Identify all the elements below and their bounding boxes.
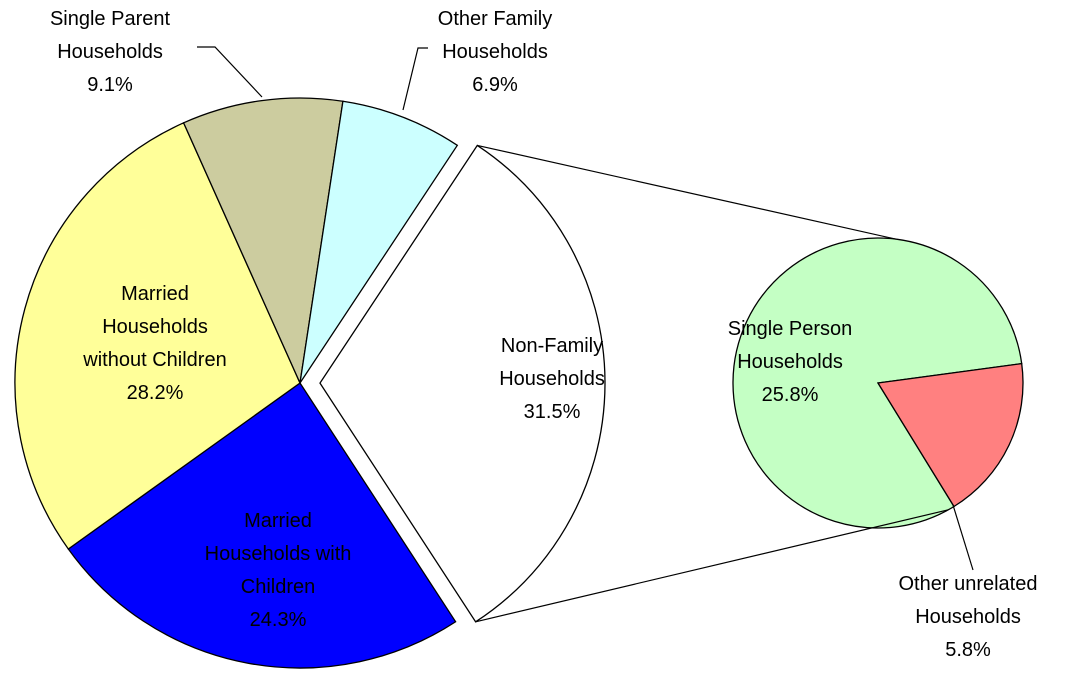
category-label: Non-Family Households (499, 335, 605, 390)
slice-label: Single Person Households 25.8% (720, 313, 860, 412)
pie-slice (14, 121, 301, 550)
leader-line (952, 504, 974, 571)
connector-line (475, 509, 949, 623)
category-label: Married Households without Children (83, 283, 227, 371)
value-label: 31.5% (523, 401, 581, 423)
leader-line (197, 46, 263, 98)
category-label: Other Family Households (437, 8, 553, 63)
slice-label: Other Family Households 6.9% (420, 3, 570, 102)
value-label: 28.2% (126, 382, 184, 404)
value-label: 6.9% (472, 74, 518, 96)
connector-line (477, 144, 896, 240)
category-label: Single Parent Households (49, 8, 171, 63)
slice-label: Other unrelated Households 5.8% (888, 568, 1048, 667)
value-label: 24.3% (249, 609, 307, 631)
slice-label: Non-Family Households 31.5% (487, 330, 617, 429)
category-label: Single Person Households (727, 318, 853, 373)
category-label: Married Households with Children (204, 510, 352, 598)
value-label: 5.8% (945, 639, 991, 661)
category-label: Other unrelated Households (898, 573, 1038, 628)
leader-line (402, 47, 428, 111)
slice-label: Married Households without Children 28.2% (70, 278, 240, 410)
value-label: 9.1% (87, 74, 133, 96)
pie-slice (299, 100, 459, 384)
pie-slice (876, 362, 1024, 508)
pie-slice (319, 144, 606, 623)
pie-slice (67, 382, 457, 669)
pie-slice (182, 97, 344, 386)
slice-label: Married Households with Children 24.3% (200, 505, 356, 637)
slices (14, 97, 1024, 669)
value-label: 25.8% (761, 384, 819, 406)
slice-label: Single Parent Households 9.1% (30, 3, 190, 102)
